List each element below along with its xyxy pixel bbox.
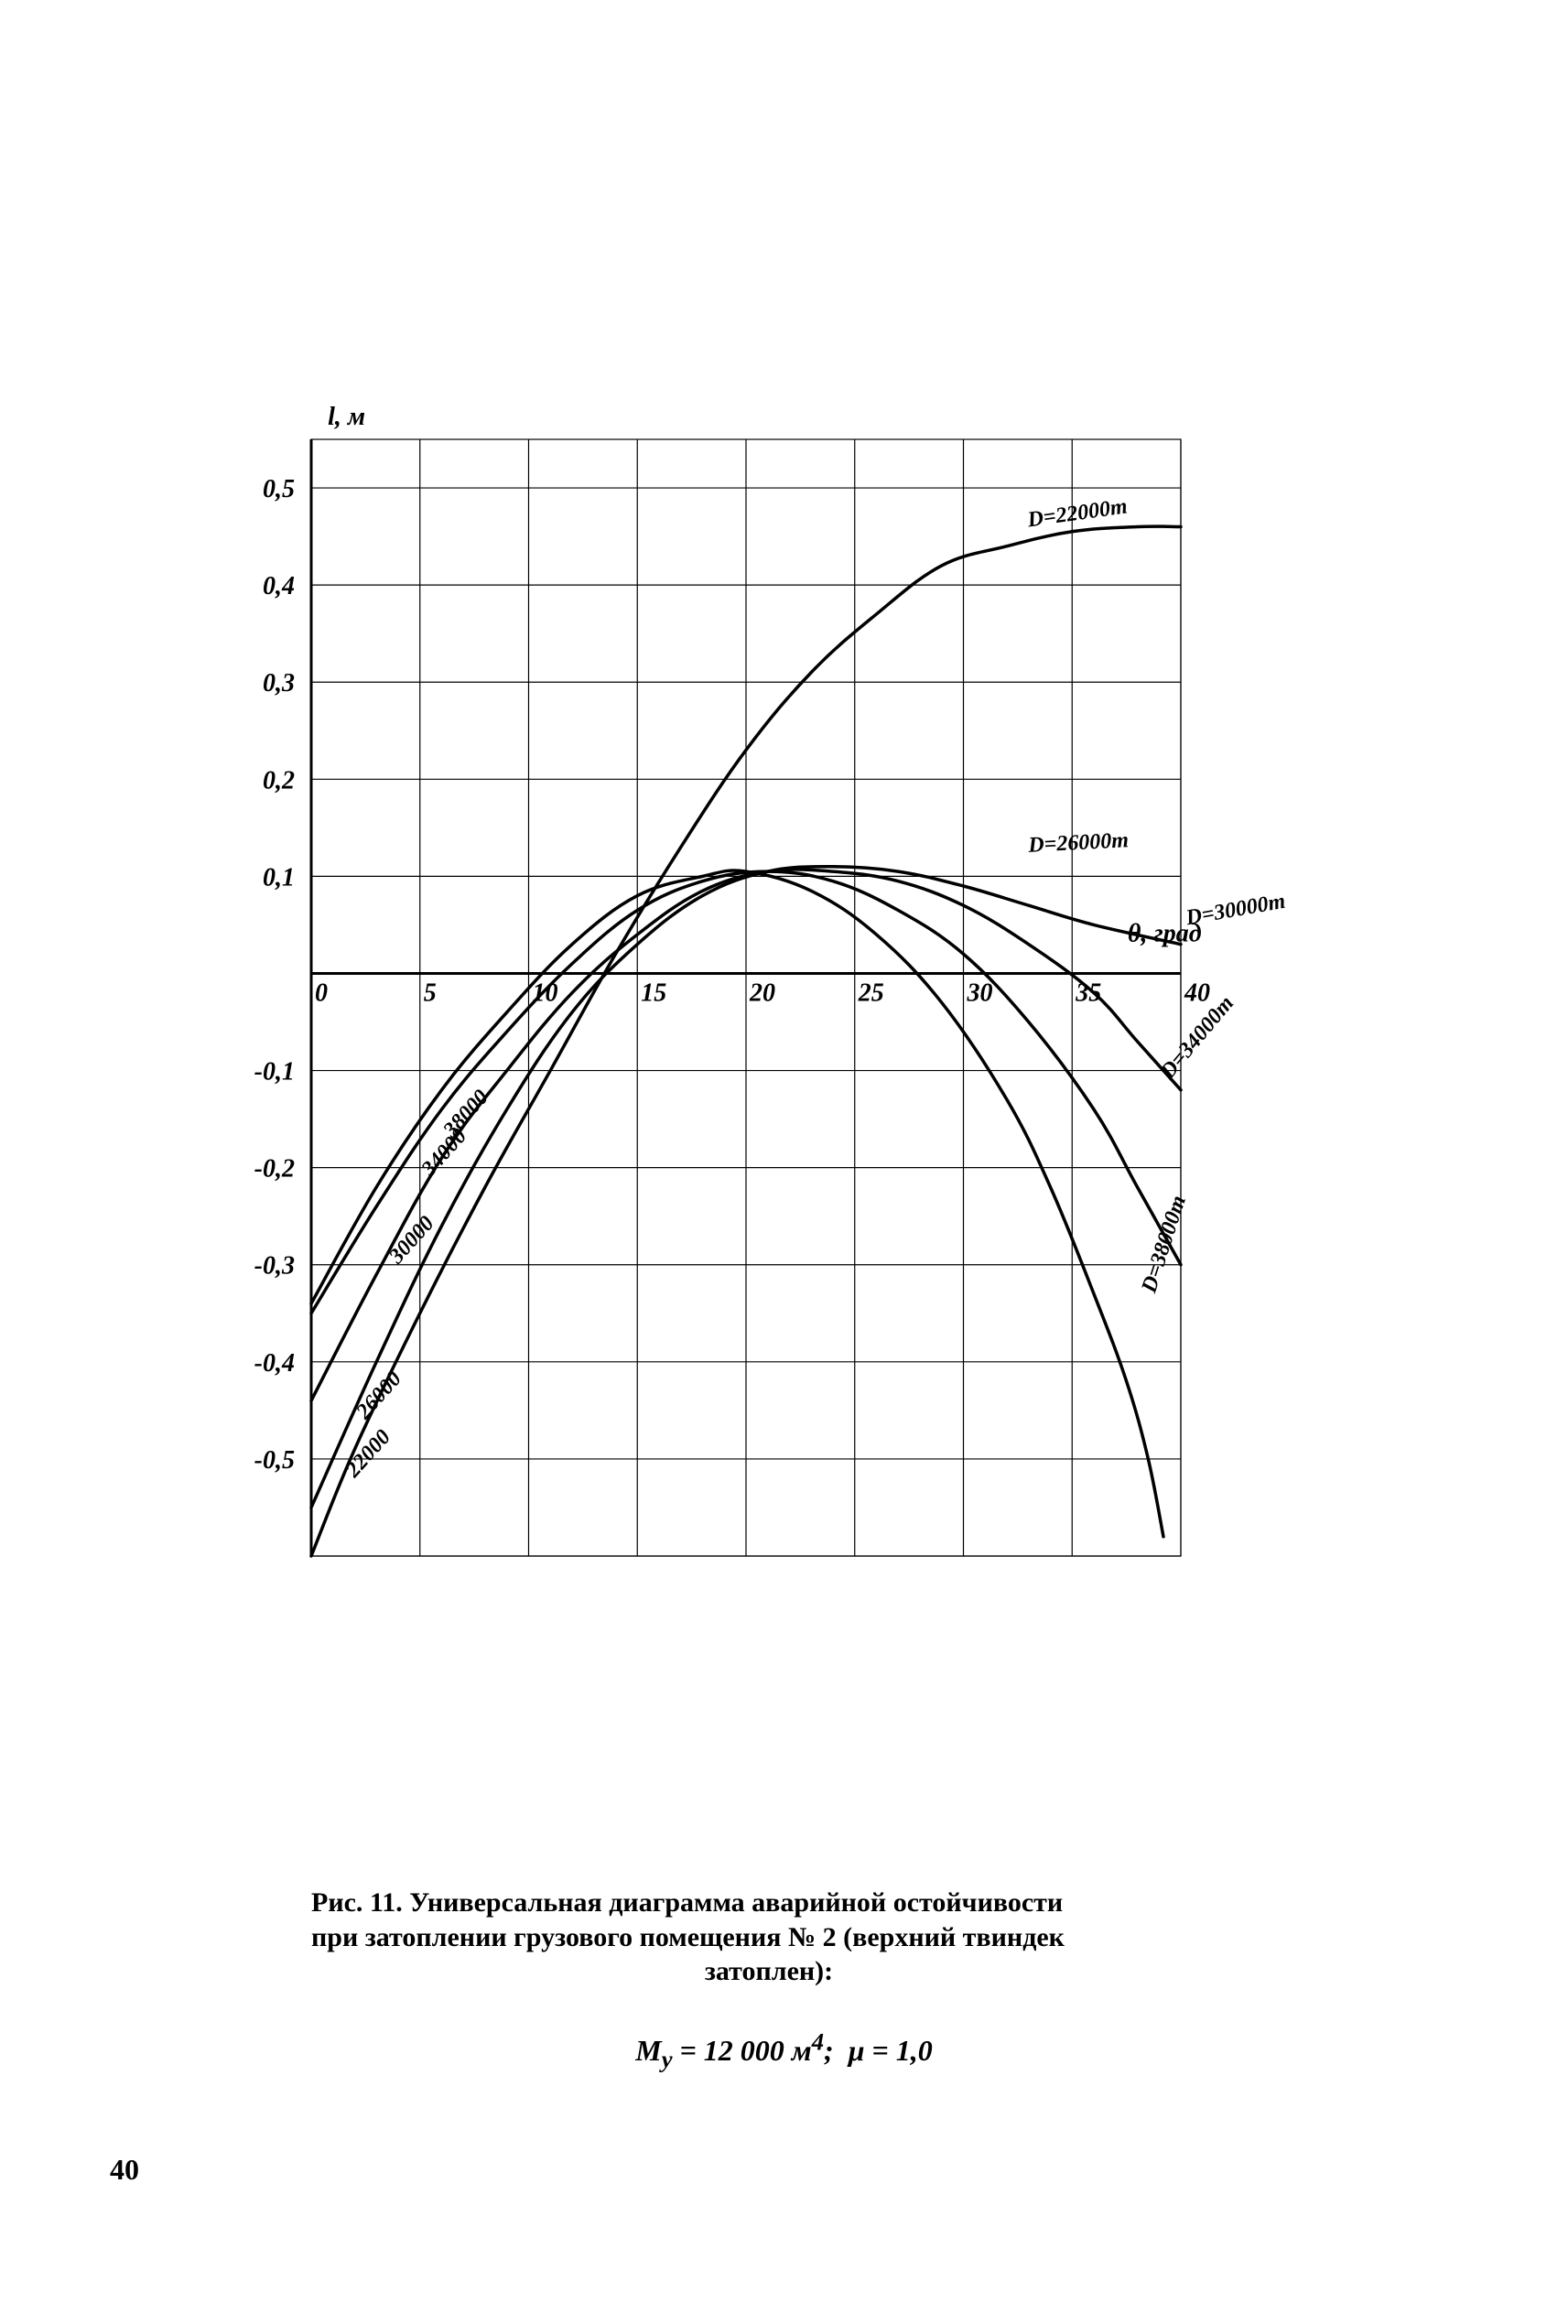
- svg-text:D=30000т: D=30000т: [1184, 890, 1288, 931]
- svg-text:25: 25: [858, 978, 884, 1007]
- svg-text:-0,4: -0,4: [254, 1349, 295, 1378]
- svg-text:0,2: 0,2: [263, 766, 295, 794]
- svg-text:38000: 38000: [438, 1086, 493, 1143]
- svg-text:D=26000т: D=26000т: [1027, 828, 1130, 858]
- svg-text:20: 20: [749, 978, 775, 1007]
- svg-text:5: 5: [424, 978, 437, 1007]
- page-number: 40: [110, 2153, 139, 2187]
- svg-text:-0,1: -0,1: [254, 1058, 295, 1086]
- caption-formula: My = 12 000 м4; μ = 1,0: [0, 2027, 1568, 2073]
- svg-text:35: 35: [1075, 978, 1101, 1007]
- svg-text:0: 0: [315, 978, 328, 1007]
- svg-text:30000: 30000: [384, 1212, 438, 1270]
- svg-text:0,1: 0,1: [263, 863, 295, 892]
- svg-text:0,4: 0,4: [263, 572, 295, 600]
- svg-text:-0,5: -0,5: [254, 1446, 295, 1475]
- svg-text:-0,3: -0,3: [254, 1252, 295, 1281]
- stability-chart: 05101520253035400,50,40,30,20,1-0,1-0,2-…: [183, 384, 1327, 1666]
- svg-text:22000: 22000: [341, 1425, 395, 1483]
- svg-text:30: 30: [967, 978, 993, 1007]
- curve-D=38000т: [311, 870, 1163, 1537]
- svg-text:15: 15: [641, 978, 666, 1007]
- caption-line-1: Рис. 11. Универсальная диаграмма аварийн…: [311, 1886, 1227, 1920]
- svg-text:0,3: 0,3: [263, 669, 295, 697]
- caption-line-3: затоплен):: [311, 1954, 1227, 1989]
- figure-caption: Рис. 11. Универсальная диаграмма аварийн…: [311, 1886, 1227, 1989]
- svg-text:40: 40: [1184, 978, 1210, 1007]
- page: 05101520253035400,50,40,30,20,1-0,1-0,2-…: [0, 0, 1568, 2324]
- svg-text:-0,2: -0,2: [254, 1155, 295, 1184]
- svg-text:l, м: l, м: [328, 403, 365, 431]
- caption-line-2: при затоплении грузового помещения № 2 (…: [311, 1920, 1227, 1955]
- svg-text:D=38000т: D=38000т: [1137, 1193, 1191, 1296]
- chart-svg: 05101520253035400,50,40,30,20,1-0,1-0,2-…: [183, 384, 1327, 1666]
- svg-text:0,5: 0,5: [263, 475, 295, 503]
